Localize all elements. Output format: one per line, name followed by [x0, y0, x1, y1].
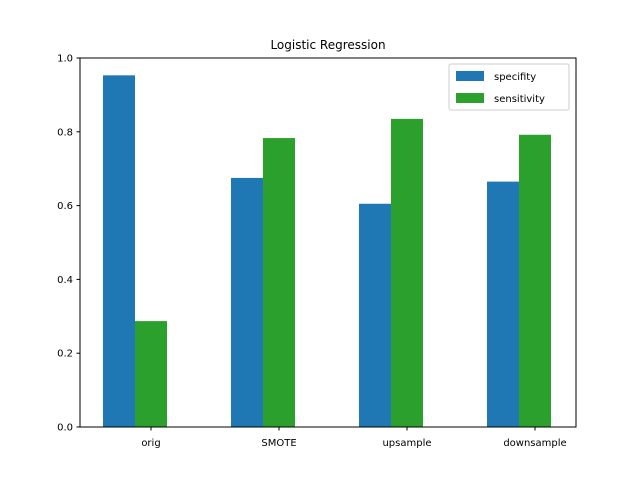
y-tick-label: 0.4	[57, 275, 73, 286]
x-tick-label: upsample	[382, 438, 431, 449]
legend-label-specifity: specifity	[494, 72, 536, 83]
y-tick-label: 1.0	[57, 54, 73, 65]
x-tick-label: SMOTE	[261, 438, 296, 449]
bar-specifity-downsample	[487, 181, 519, 427]
bar-sensitivity-upsample	[391, 118, 423, 427]
bar-specifity-SMOTE	[231, 177, 263, 427]
chart-title: Logistic Regression	[270, 38, 385, 52]
bars-group	[103, 75, 551, 427]
plot-frame	[79, 57, 577, 428]
bar-specifity-orig	[103, 75, 135, 427]
y-tick-label: 0.0	[57, 423, 73, 434]
y-tick-label: 0.8	[57, 127, 73, 138]
axes-group: 0.0 0.2 0.4 0.6 0.8 1.0 orig SMOTE upsample downs…	[57, 54, 577, 449]
bar-specifity-upsample	[359, 203, 391, 427]
legend-swatch-sensitivity	[456, 93, 484, 103]
bar-sensitivity-orig	[135, 321, 167, 427]
legend-swatch-specifity	[456, 71, 484, 81]
x-tick-label: orig	[141, 438, 160, 449]
x-tick-label: downsample	[503, 438, 566, 449]
legend-label-sensitivity: sensitivity	[494, 94, 545, 105]
y-tick-label: 0.2	[57, 349, 73, 360]
y-tick-label: 0.6	[57, 201, 73, 212]
bar-sensitivity-downsample	[519, 134, 551, 427]
bar-sensitivity-SMOTE	[263, 138, 295, 427]
legend: specifity sensitivity	[448, 63, 570, 111]
